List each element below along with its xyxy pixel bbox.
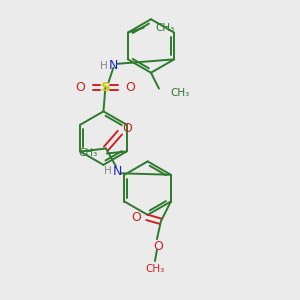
- Text: O: O: [76, 81, 85, 94]
- Text: CH₃: CH₃: [156, 22, 175, 33]
- Text: O: O: [125, 81, 135, 94]
- Text: CH₃: CH₃: [145, 264, 165, 274]
- Text: H: H: [100, 61, 107, 71]
- Text: S: S: [100, 81, 110, 94]
- Text: N: N: [109, 59, 118, 72]
- Text: CH₃: CH₃: [79, 148, 98, 158]
- Text: O: O: [122, 122, 132, 135]
- Text: O: O: [131, 211, 141, 224]
- Text: H: H: [104, 166, 112, 176]
- Text: O: O: [153, 240, 163, 253]
- Text: N: N: [113, 165, 123, 178]
- Text: CH₃: CH₃: [171, 88, 190, 98]
